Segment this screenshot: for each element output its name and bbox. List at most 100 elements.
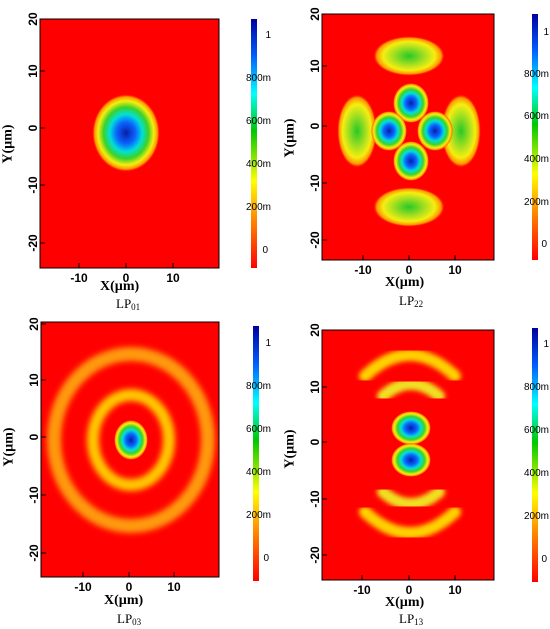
colorbar-tick-label: 400m: [524, 154, 549, 165]
y-tick-label: -10: [308, 174, 322, 192]
mode-label-lp22: LP22: [399, 293, 423, 309]
y-tick-label: 0: [308, 438, 322, 445]
colorbar-tick-label: 400m: [246, 467, 271, 478]
central-core-spot: [114, 420, 148, 460]
colorbar: [253, 326, 259, 581]
y-tick-label: -20: [26, 234, 40, 252]
inner-lobe-right: [417, 111, 453, 151]
colorbar-tick-label: 1: [543, 27, 549, 38]
x-tick-label: -10: [70, 271, 88, 285]
colorbar-tick-label: 1: [543, 339, 549, 350]
y-tick-label: 0: [308, 122, 322, 129]
y-tick-label: 10: [26, 64, 40, 78]
colorbar: [532, 14, 538, 260]
panel-lp01: -10 0 10 20 10 0 -10 -20 1 800m 600m 400…: [0, 0, 275, 314]
core-lobe-top: [391, 411, 431, 445]
colorbar-tick-label: 0: [263, 553, 269, 564]
y-tick-label: 0: [26, 124, 40, 131]
colorbar-tick-label: 600m: [524, 111, 549, 122]
field-plot-lp03: -10 0 10 20 10 0 -10 -20 1 800m 600m 400…: [27, 317, 271, 594]
y-tick-label: 0: [27, 433, 41, 440]
x-tick-label: 10: [167, 580, 181, 594]
arc-bottom-outer: [359, 506, 461, 539]
y-tick-label: -20: [308, 231, 322, 249]
colorbar-tick-label: 200m: [246, 510, 271, 521]
outer-lobe-right: [441, 94, 481, 168]
arc-bottom-inner: [377, 486, 445, 510]
y-tick-label: 20: [308, 323, 322, 337]
colorbar-tick-label: 200m: [524, 197, 549, 208]
mode-label-lp03: LP03: [117, 611, 141, 627]
mode-label-lp13: LP13: [399, 611, 423, 627]
colorbar-tick-label: 200m: [246, 202, 271, 213]
colorbar-tick-label: 200m: [524, 511, 549, 522]
x-tick-label: 10: [166, 271, 180, 285]
y-tick-label: -20: [27, 544, 41, 562]
y-tick-label: 10: [308, 59, 322, 73]
x-tick-label: 0: [123, 271, 130, 285]
colorbar-tick-label: 800m: [246, 73, 271, 84]
colorbar-tick-label: 1: [265, 338, 271, 349]
colorbar-tick-label: 600m: [246, 116, 271, 127]
x-ticks: [78, 263, 174, 268]
y-ticks: [41, 323, 46, 554]
y-tick-label: -10: [27, 486, 41, 504]
colorbar-tick-label: 400m: [246, 159, 271, 170]
y-axis-title: Y(µm): [282, 429, 298, 469]
x-axis-title: X(µm): [104, 593, 144, 608]
arc-top-outer: [359, 349, 461, 382]
arc-top-inner: [377, 378, 445, 402]
inner-lobe-bottom: [393, 141, 429, 181]
mode-index: 22: [414, 299, 424, 309]
inner-lobe-top: [393, 83, 429, 123]
x-ticks: [362, 255, 456, 260]
y-tick-label: -10: [26, 176, 40, 194]
x-tick-label: 0: [406, 583, 413, 597]
y-tick-label: 20: [27, 317, 41, 331]
plot-frame: [39, 18, 220, 269]
y-tick-label: 20: [308, 7, 322, 21]
outer-ring: [47, 347, 215, 533]
x-tick-label: 10: [448, 263, 462, 277]
x-tick-label: -10: [353, 583, 371, 597]
mode-index: 01: [131, 302, 141, 312]
mode-name: LP: [117, 611, 133, 626]
y-tick-label: 10: [308, 380, 322, 394]
panel-lp03: -10 0 10 20 10 0 -10 -20 1 800m 600m 400…: [0, 314, 275, 628]
y-axis-title: Y(µm): [0, 124, 16, 164]
x-tick-label: 10: [448, 583, 462, 597]
field-plot-lp22: -10 0 10 20 10 0 -10 -20 1 800m 600m 400…: [308, 7, 549, 277]
colorbar-tick-label: 400m: [524, 468, 549, 479]
y-tick-label: -20: [308, 546, 322, 564]
outer-lobe-bottom: [373, 187, 445, 227]
mode-label-lp01: LP01: [116, 296, 140, 312]
middle-ring: [87, 389, 175, 491]
field-plot-lp13: -10 0 10 20 10 0 -10 -20 1 800m 600m 400…: [308, 323, 549, 597]
colorbar-tick-label: 600m: [524, 425, 549, 436]
mode-index: 03: [132, 617, 142, 627]
y-tick-label: 20: [26, 12, 40, 26]
x-axis-title: X(µm): [100, 279, 140, 294]
mode-name: LP: [399, 293, 415, 308]
plot-frame: [321, 329, 495, 581]
plot-frame: [40, 321, 220, 578]
y-axis-title: Y(µm): [282, 118, 298, 158]
mode-index: 13: [414, 617, 424, 627]
x-ticks: [361, 575, 456, 580]
x-axis-title: X(µm): [385, 595, 425, 610]
y-tick-label: -10: [308, 490, 322, 508]
colorbar-tick-label: 1: [265, 30, 271, 41]
panel-lp22: -10 0 10 20 10 0 -10 -20 1 800m 600m 400…: [275, 0, 550, 314]
colorbar: [251, 19, 257, 268]
outer-lobe-left: [337, 94, 377, 168]
y-ticks: [40, 18, 45, 244]
x-tick-label: 0: [126, 580, 133, 594]
panel-lp13: -10 0 10 20 10 0 -10 -20 1 800m 600m 400…: [275, 314, 550, 628]
y-ticks: [322, 13, 327, 241]
colorbar-tick-label: 800m: [246, 381, 271, 392]
colorbar-tick-label: 800m: [524, 69, 549, 80]
plot-frame: [321, 13, 495, 261]
field-plot-lp01: -10 0 10 20 10 0 -10 -20 1 800m 600m 400…: [26, 12, 271, 285]
x-ticks: [82, 572, 175, 577]
colorbar-tick-label: 0: [541, 554, 547, 565]
